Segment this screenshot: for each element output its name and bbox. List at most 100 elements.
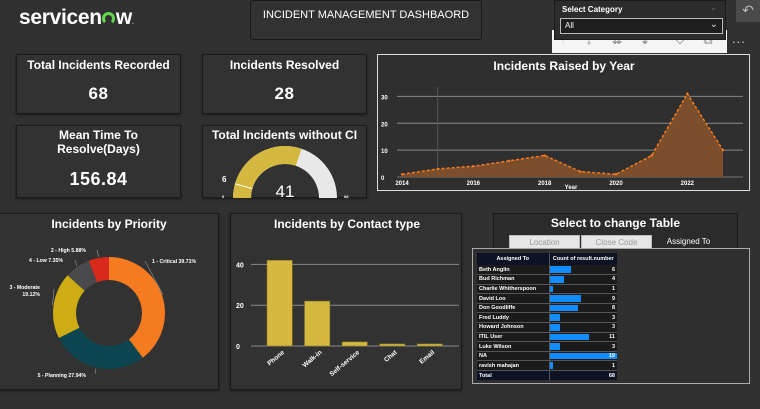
data-bar [549,314,561,322]
logo-text: servicen [19,6,102,29]
slice-data-label: 1 - Critical 39.71% [152,259,197,265]
slice-data-label: 19.12% [22,292,40,298]
cell-count: 1 [549,284,617,295]
cell-assigned-to: Charlie Whitherspoon [477,284,550,295]
undo-icon[interactable]: ↶ [736,0,760,22]
kpi-value: 28 [274,84,295,103]
slice-data-label: 2 - High 5.88% [51,248,87,254]
data-bar [549,285,554,293]
table-row[interactable]: ITIL User 11 [477,332,617,343]
chart-title: Incidents Raised by Year [493,59,635,73]
table-row[interactable]: David Loo 9 [477,293,617,304]
x-tick-label: 2018 [538,181,552,187]
data-point[interactable] [614,173,618,176]
gauge-target-marker [234,183,253,190]
count-value: 9 [611,295,615,302]
data-bar [549,266,571,274]
pie-slice[interactable] [88,257,109,283]
column-header-assigned-to[interactable]: Assigned To [477,253,550,265]
table-row[interactable]: Howard Johnson 3 [477,322,617,333]
column-header-count[interactable]: Count of result.number [549,253,617,265]
x-tick-label: Phone [266,349,286,367]
count-value: 19 [608,353,615,360]
cell-count: 8 [549,303,617,314]
incidents-by-priority-card: Incidents by Priority 1 - Critical 39.71… [0,213,219,390]
bar[interactable] [304,300,331,347]
bar[interactable] [416,343,443,347]
kpi-value: 68 [88,84,109,103]
table-row[interactable]: Beth Anglin 6 [477,265,617,276]
pie-slice[interactable] [58,327,143,369]
table-row[interactable]: Luke Wilson 3 [477,341,617,352]
count-value: 3 [611,324,615,331]
count-value: 11 [609,333,615,340]
y-tick-label: 40 [236,262,244,269]
logo-trademark-dot: . [131,19,134,26]
pie-slice[interactable] [53,275,85,338]
gauge-chart: 6 0 68 41 [222,146,349,198]
table-row[interactable]: ravish mahajan 1 [477,360,617,372]
data-point[interactable] [472,165,475,168]
table-row[interactable]: Bud Richman 4 [477,274,617,285]
incidents-by-year-card: Incidents Raised by Year 0 10 20 30 2014 201… [377,54,750,191]
cell-count: 3 [549,312,617,324]
kpi-title-line1: Mean Time To [59,128,138,142]
table-row[interactable]: Don Goodliffe 8 [477,303,617,314]
data-bar [549,362,554,370]
data-point[interactable] [400,173,404,176]
count-value: 8 [611,305,615,312]
slicer-label: Select Category [562,5,623,14]
more-options-icon[interactable]: ... [732,31,746,46]
leader-line [94,368,97,375]
tab-assigned-to[interactable]: Assigned To [653,235,724,249]
data-point[interactable] [721,148,725,152]
cell-count: 11 [549,332,617,343]
tab-close-code[interactable]: Close Code [581,235,652,249]
bar[interactable] [379,343,406,347]
gauge-target-label: 6 [222,175,227,184]
logo-text-end: w [115,6,132,29]
table-row[interactable]: Charlie Whitherspoon 1 [477,284,617,295]
cell-assigned-to: David Loo [477,293,550,304]
gauge-value: 41 [276,182,295,198]
x-tick-label: Chat [383,349,399,364]
bar[interactable] [266,260,293,347]
x-tick-label: Self-service [329,349,362,378]
incidents-by-year-chart: Incidents Raised by Year 0 10 20 30 2014 201… [381,59,743,191]
count-value: 1 [611,285,615,292]
data-point[interactable] [686,92,689,95]
category-selected-value: All [565,21,574,30]
cell-count: 3 [549,341,617,352]
dropdown-chevron-icon[interactable]: ⌄ [709,19,718,30]
cell-count: 6 [549,265,617,276]
data-point[interactable] [436,167,439,171]
category-dropdown[interactable]: All ⌄ [560,18,723,34]
data-bar [549,304,578,312]
pie-slice[interactable] [67,260,98,291]
pie-slice[interactable] [109,257,166,358]
data-point[interactable] [650,154,653,157]
data-point[interactable] [543,154,546,157]
chevron-down-icon[interactable]: ⌄ [710,3,717,12]
slice-data-label: 3 - Moderate [9,285,40,291]
x-axis-label: Year [565,185,578,191]
cell-assigned-to: NA [477,351,550,362]
cell-count: 3 [549,322,617,333]
data-point[interactable] [507,159,511,163]
gauge-fill [233,146,302,198]
category-slicer: Select Category ⌄ All ⌄ [554,0,726,40]
data-point[interactable] [579,170,582,173]
table-row[interactable]: Fred Luddy 3 [477,312,617,324]
cell-assigned-to: Bud Richman [477,274,550,285]
kpi-total-incidents-recorded: Total Incidents Recorded 68 [16,54,181,114]
data-bar [549,276,564,283]
cell-count: 9 [549,293,617,304]
tab-location[interactable]: Location [509,235,580,249]
incidents-by-contact-type-card: Incidents by Contact type 0 20 40 Phone Wal… [230,213,462,390]
table-row[interactable]: NA 19 [477,351,617,362]
gauge-title: Total Incidents without CI [211,128,358,142]
y-tick-label: 10 [381,149,388,155]
bar[interactable] [341,341,368,347]
table-selector-title: Select to change Table [550,216,681,230]
incidents-by-priority-chart: Incidents by Priority 1 - Critical 39.71… [9,217,197,379]
